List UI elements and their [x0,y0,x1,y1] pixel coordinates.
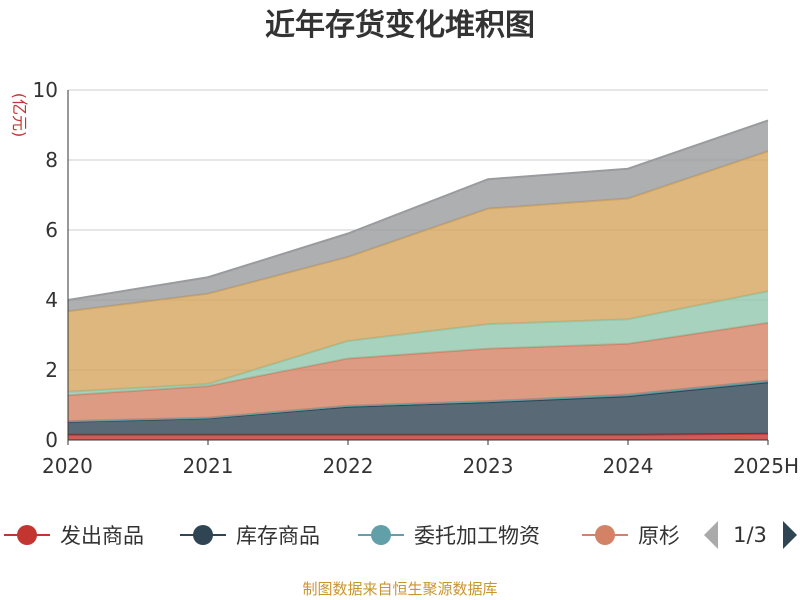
x-tick-label: 2022 [323,454,374,478]
y-tick-label: 0 [45,428,58,452]
x-tick-labels: 2020 2021 2022 2023 2024 2025H [42,454,799,478]
y-tick-label: 10 [33,78,58,102]
y-axis-label: (亿元) [10,93,29,138]
legend-marker-icon [193,525,213,545]
legend[interactable]: 发出商品 库存商品 委托加工物资 原杉 [4,524,680,548]
chart-title: 近年存货变化堆积图 [265,8,535,43]
x-tick-label: 2023 [463,454,514,478]
y-tick-label: 6 [45,218,58,242]
legend-prev-icon[interactable] [704,521,718,549]
y-tick-label: 2 [45,358,58,382]
legend-marker-icon [371,525,391,545]
legend-label: 委托加工物资 [414,524,540,548]
legend-marker-icon [17,525,37,545]
legend-item[interactable]: 委托加工物资 [358,524,540,548]
x-tick-label: 2020 [42,454,93,478]
y-tick-labels: 0 2 4 6 8 10 [33,78,58,452]
data-source-note: 制图数据来自恒生聚源数据库 [302,580,498,598]
area-series-3 [68,322,768,422]
legend-marker-icon [595,525,615,545]
legend-label: 发出商品 [60,524,144,548]
legend-label: 库存商品 [236,524,320,548]
legend-next-icon[interactable] [783,521,797,549]
area-series-1 [68,382,768,435]
area-series [67,119,769,440]
legend-page-indicator: 1/3 [733,523,767,547]
y-tick-label: 4 [45,288,58,312]
legend-label: 原杉 [638,524,680,548]
legend-item[interactable]: 原杉 [582,524,680,548]
axes [67,90,769,445]
area-series-4 [68,291,768,396]
y-tick-label: 8 [45,148,58,172]
x-tick-label: 2025H [733,454,799,478]
x-tick-label: 2021 [183,454,234,478]
area-series-6 [68,120,768,312]
area-series-line-6 [67,119,769,301]
area-series-5 [68,151,768,392]
legend-item[interactable]: 发出商品 [4,524,144,548]
legend-pager: 1/3 [704,521,797,549]
x-tick-label: 2024 [603,454,654,478]
legend-item[interactable]: 库存商品 [180,524,320,548]
